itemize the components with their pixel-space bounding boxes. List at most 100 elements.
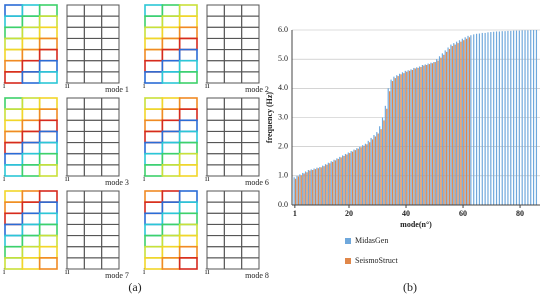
frame-cell	[144, 4, 164, 17]
bar	[464, 37, 466, 205]
bar	[428, 64, 431, 205]
bar	[399, 73, 401, 205]
bar	[513, 30, 515, 206]
frame-cell	[66, 201, 85, 214]
bar	[433, 62, 435, 206]
bar	[453, 43, 455, 205]
bar	[309, 170, 311, 205]
bar	[438, 56, 441, 205]
y-tick-label: 6.0	[278, 25, 288, 34]
frame-cell	[83, 130, 103, 144]
frame-cell	[206, 119, 225, 132]
bar	[403, 73, 405, 206]
frame-cell	[21, 223, 41, 237]
frame-cell	[101, 142, 120, 155]
bar	[524, 30, 526, 205]
frame-cell	[38, 245, 58, 259]
frame-cell	[38, 212, 58, 226]
frame-cell	[83, 142, 103, 155]
frame-cell	[161, 119, 181, 133]
bar	[387, 88, 389, 205]
frame-deformed	[144, 190, 198, 270]
bar	[501, 31, 503, 205]
frame-cell	[66, 223, 85, 237]
frame-cell	[144, 119, 164, 133]
frame-cell	[101, 190, 120, 203]
bar	[460, 41, 462, 205]
frame-cell	[4, 141, 24, 155]
frame-cell	[161, 4, 181, 17]
frame-cell	[21, 97, 41, 110]
bar	[304, 171, 307, 205]
legend-swatch	[345, 258, 351, 264]
frame-cell	[206, 190, 225, 203]
frame-deformed	[4, 4, 58, 84]
bar	[374, 136, 376, 205]
bar	[294, 178, 297, 205]
bar	[377, 133, 379, 205]
frame-cell	[241, 4, 260, 17]
frame-cell	[178, 141, 198, 155]
bar	[334, 160, 337, 205]
frame-cell	[4, 59, 24, 73]
frame-cell	[38, 119, 58, 133]
bar	[490, 32, 492, 205]
frame-cell	[161, 190, 181, 203]
frame-cell	[206, 71, 225, 84]
bar	[310, 169, 312, 205]
frame-cell	[101, 257, 120, 270]
bar	[293, 177, 295, 205]
frame-cell	[21, 48, 41, 62]
bar	[454, 44, 456, 206]
frame-cell	[83, 26, 103, 39]
frame-cell	[66, 257, 85, 270]
frame-cell	[66, 37, 85, 51]
frame-cell	[223, 4, 243, 17]
frame-cell	[144, 223, 164, 237]
label-i: i	[3, 81, 6, 90]
frame-cell	[241, 97, 260, 110]
bar	[406, 71, 408, 205]
mode-label: mode 7	[105, 271, 129, 280]
mode-label: mode 2	[245, 85, 269, 94]
frame-cell	[178, 71, 198, 84]
frame-cell	[4, 190, 24, 203]
frame-cell	[21, 257, 41, 270]
frame-cell	[83, 49, 103, 62]
frame-cell	[38, 26, 58, 40]
bar	[424, 64, 426, 206]
bar	[417, 67, 419, 206]
frame-cell	[241, 235, 260, 248]
x-tick-label: 1	[293, 209, 297, 218]
frame-cell	[38, 234, 58, 248]
frame-cell	[144, 190, 164, 203]
frame-cell	[21, 108, 41, 122]
frame-cell	[38, 223, 58, 237]
frame-undeformed	[66, 190, 120, 270]
frame-deformed	[4, 190, 58, 270]
bar	[330, 161, 332, 205]
frame-cell	[38, 201, 58, 215]
frame-cell	[144, 26, 164, 40]
bar	[468, 37, 471, 205]
frame-cell	[66, 4, 85, 17]
frame-cell	[4, 48, 24, 62]
frame-cell	[83, 212, 103, 225]
frame-cell	[21, 119, 41, 133]
frame-cell	[101, 235, 120, 248]
frame-cell	[161, 141, 181, 155]
bar	[383, 120, 385, 205]
frame-cell	[161, 201, 181, 215]
frame-cell	[101, 71, 120, 84]
frame-cell	[83, 71, 103, 84]
frame-cell	[38, 4, 58, 17]
frame-cell	[206, 26, 225, 39]
frame-cell	[144, 48, 164, 62]
frame-cell	[101, 164, 120, 177]
bar	[493, 31, 495, 205]
frame-cell	[66, 97, 85, 110]
frame-cell	[223, 190, 243, 203]
frame-cell	[206, 164, 225, 177]
bar	[407, 70, 409, 205]
frame-cell	[101, 153, 120, 166]
